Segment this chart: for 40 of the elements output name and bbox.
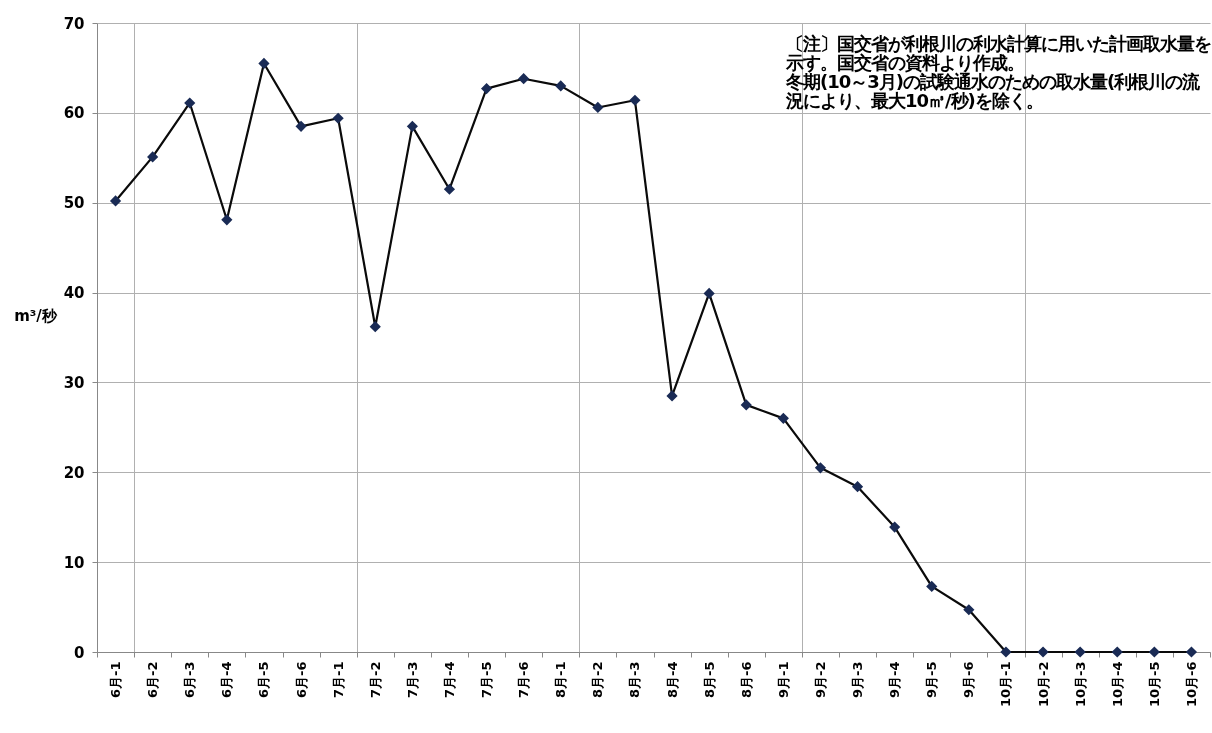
x-tick-label: 9月-1 <box>775 661 791 698</box>
x-tick-label: 6月-2 <box>145 661 161 698</box>
x-tick-label: 8月-1 <box>553 661 569 698</box>
x-tick-label: 6月-3 <box>182 661 198 698</box>
x-tick-label: 9月-5 <box>924 661 940 698</box>
y-tick-label: 10 <box>63 553 85 572</box>
x-tick-label: 6月-6 <box>293 661 309 698</box>
y-axis-title: m³/秒 <box>14 306 58 325</box>
x-tick-label: 10月-6 <box>1183 661 1199 708</box>
x-tick-label: 10月-1 <box>998 661 1014 708</box>
x-tick-label: 6月-5 <box>256 661 272 698</box>
y-tick-label: 20 <box>63 463 85 482</box>
annotation: 〔注〕国交省が利根川の利水計算に用いた計画取水量を示す。国交省の資料より作成。 <box>786 33 1212 73</box>
x-tick-label: 9月-6 <box>961 661 977 698</box>
y-tick-label: 0 <box>74 643 85 662</box>
x-tick-label: 7月-2 <box>367 661 383 698</box>
y-tick-label: 50 <box>63 194 85 213</box>
x-tick-label: 7月-6 <box>516 661 532 698</box>
x-tick-label: 6月-4 <box>219 661 235 698</box>
x-tick-label: 9月-2 <box>812 661 828 698</box>
x-tick-label: 9月-4 <box>887 661 903 698</box>
x-tick-label: 6月-1 <box>108 661 124 698</box>
x-tick-label: 10月-3 <box>1072 661 1088 708</box>
y-tick-label: 60 <box>63 104 85 123</box>
x-tick-label: 10月-4 <box>1109 661 1125 708</box>
x-tick-label: 9月-3 <box>850 661 866 698</box>
x-tick-label: 7月-3 <box>404 661 420 698</box>
x-tick-label: 8月-5 <box>701 661 717 698</box>
x-tick-label: 7月-1 <box>330 661 346 698</box>
x-tick-label: 8月-3 <box>627 661 643 698</box>
y-tick-label: 30 <box>63 373 85 392</box>
x-tick-label: 7月-5 <box>479 661 495 698</box>
x-tick-label: 10月-2 <box>1035 661 1051 708</box>
x-tick-label: 8月-2 <box>590 661 606 698</box>
y-tick-label: 70 <box>63 14 85 33</box>
y-tick-label: 40 <box>63 284 85 303</box>
x-tick-label: 8月-6 <box>738 661 754 698</box>
x-tick-label: 10月-5 <box>1146 661 1162 708</box>
x-tick-label: 8月-4 <box>664 661 680 698</box>
x-tick-label: 7月-4 <box>441 661 457 698</box>
